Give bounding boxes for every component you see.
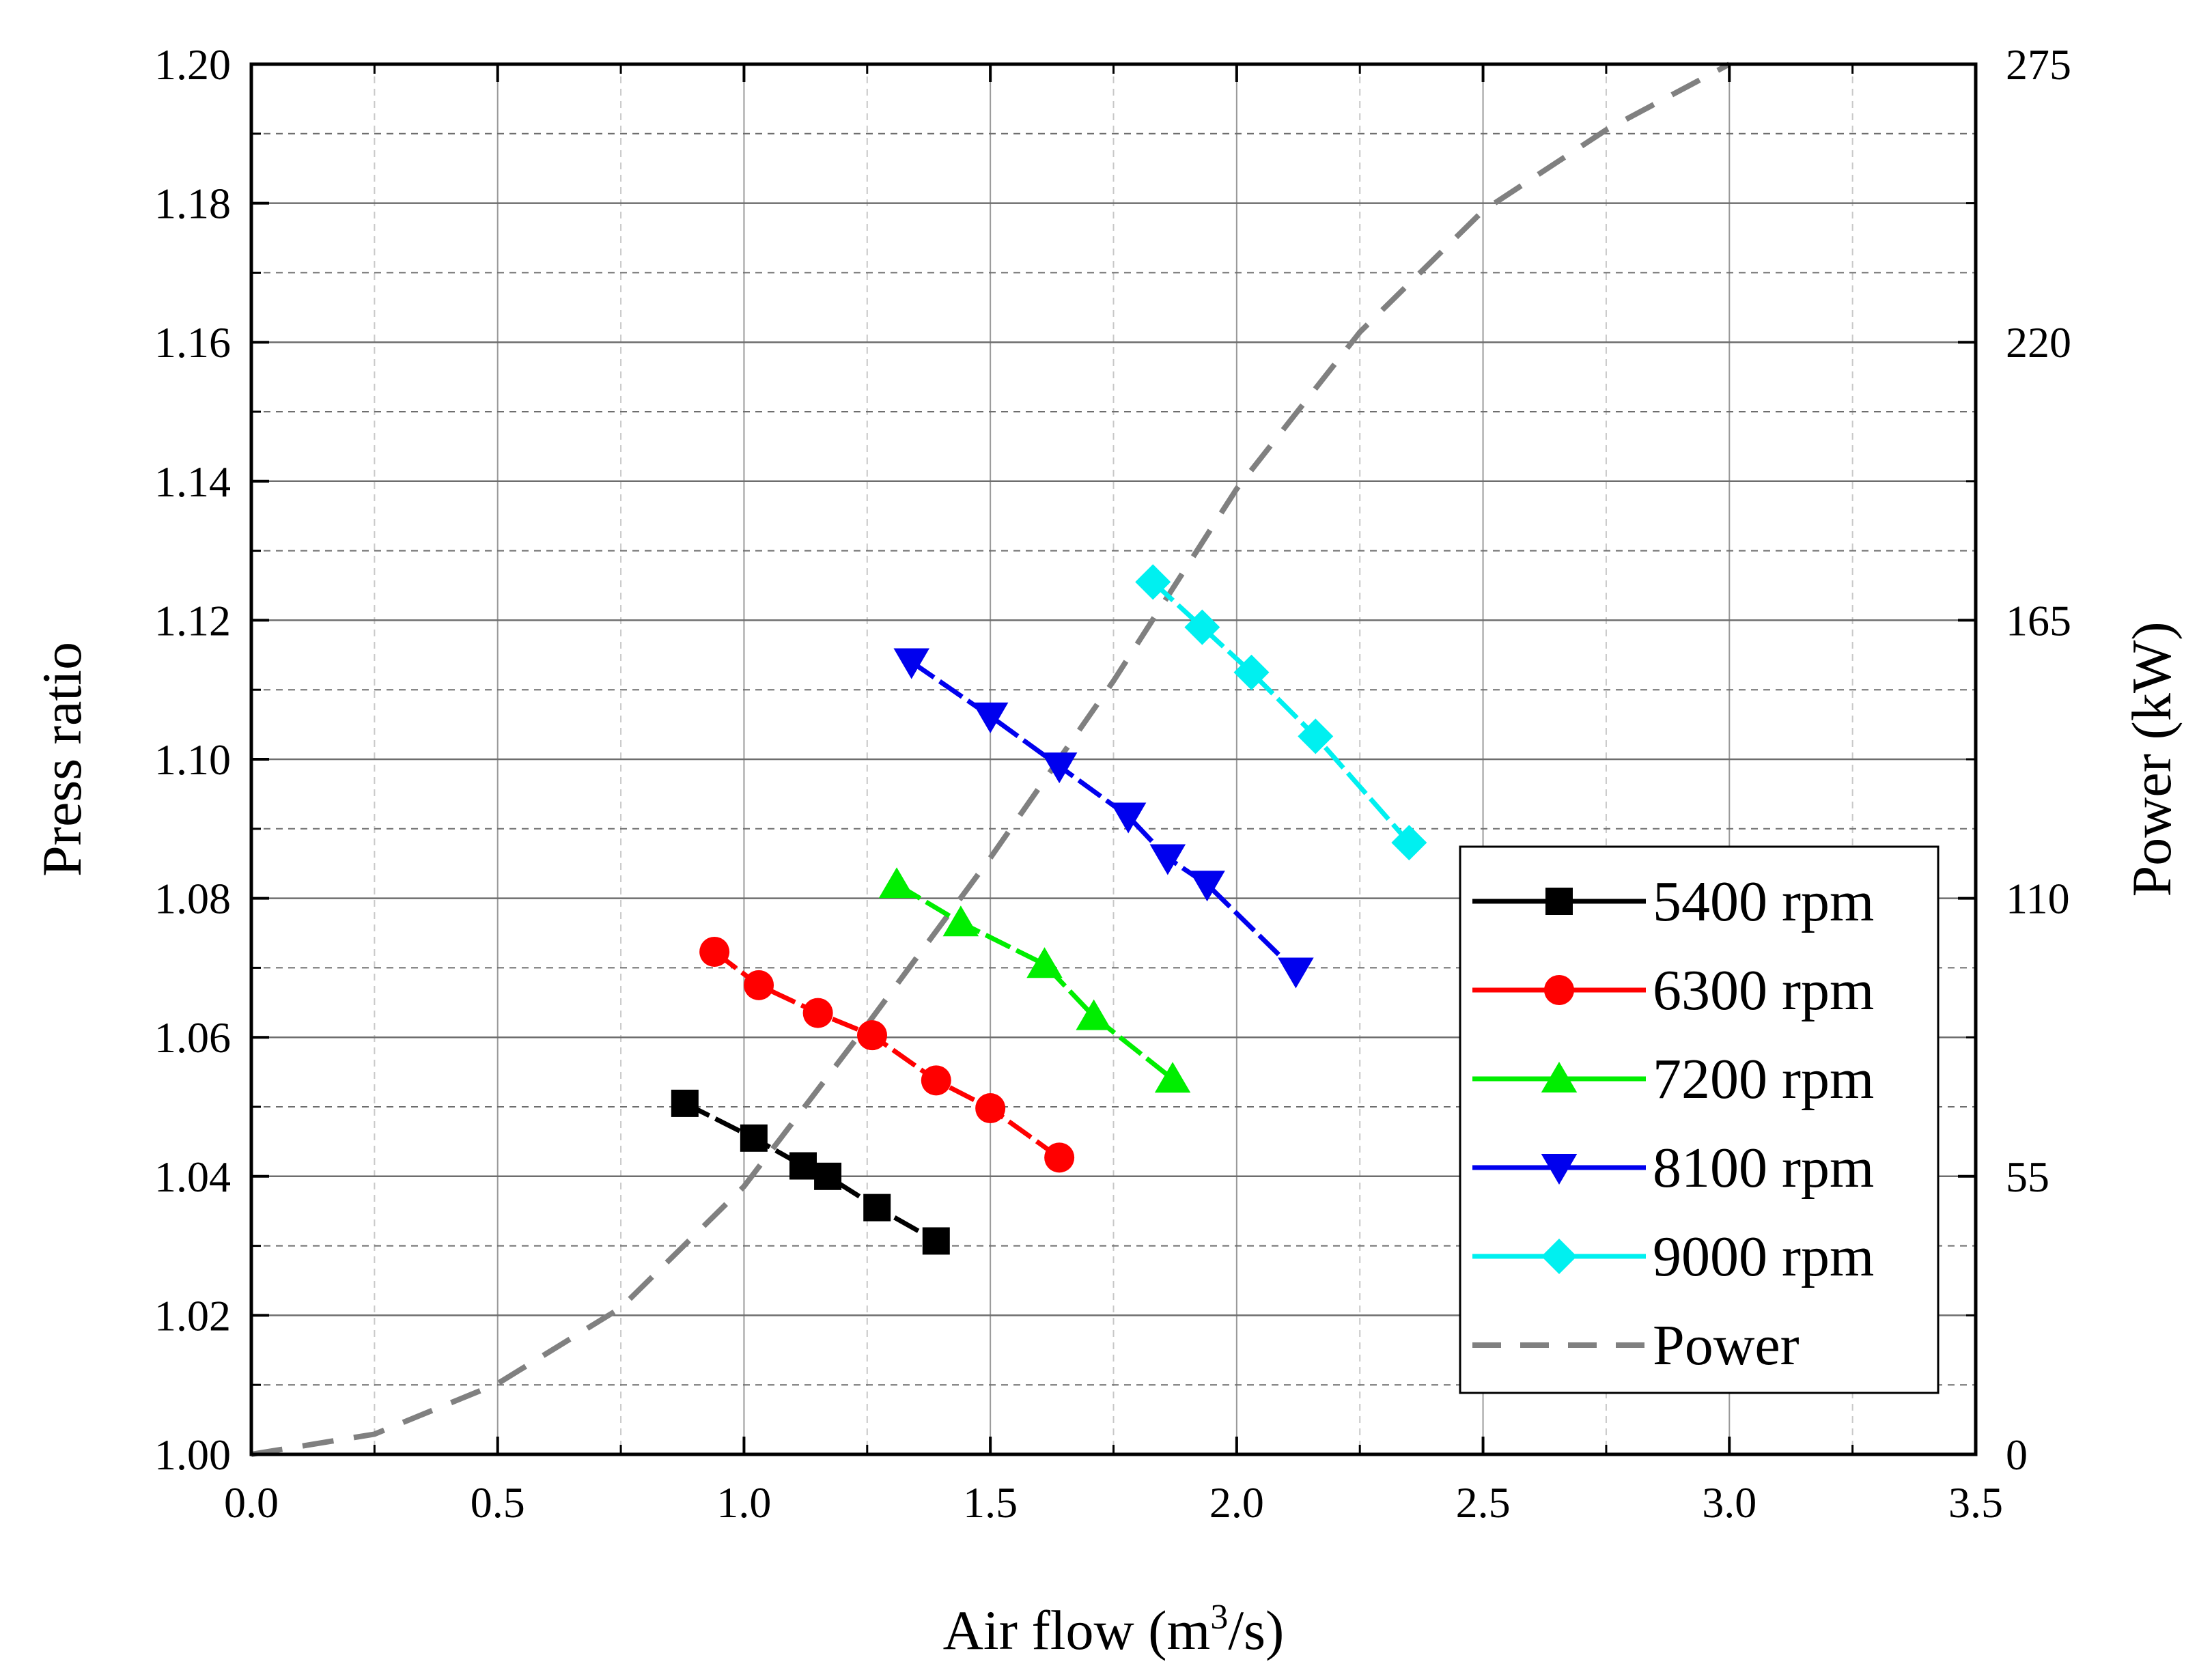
- series-7200-rpm: [878, 867, 1191, 1093]
- y2-tick-label: 0: [2006, 1430, 2028, 1479]
- legend-marker: [1541, 1239, 1577, 1274]
- legend-item-8100-rpm: 8100 rpm: [1472, 1136, 1874, 1200]
- legend-item-9000-rpm: 9000 rpm: [1472, 1225, 1874, 1288]
- data-point-5400-rpm: [740, 1124, 768, 1152]
- series-line-power: [251, 61, 1731, 1457]
- x-tick-label: 1.5: [963, 1478, 1018, 1527]
- data-point-9000-rpm: [1391, 825, 1427, 861]
- data-point-5400-rpm: [863, 1194, 891, 1222]
- power-curve-layer: [251, 61, 1731, 1457]
- y2-tick-label: 275: [2006, 40, 2071, 89]
- data-point-5400-rpm: [789, 1152, 817, 1180]
- data-point-9000-rpm: [1135, 564, 1171, 600]
- data-point-8100-rpm: [1041, 752, 1078, 784]
- series-5400-rpm: [671, 1089, 950, 1255]
- legend-label: 7200 rpm: [1653, 1047, 1874, 1111]
- data-point-7200-rpm: [878, 867, 915, 899]
- data-point-6300-rpm: [1044, 1142, 1075, 1173]
- y-tick-label: 1.06: [154, 1013, 231, 1062]
- data-point-6300-rpm: [857, 1020, 887, 1051]
- data-point-8100-rpm: [972, 702, 1009, 733]
- legend-label: Power: [1653, 1314, 1800, 1377]
- legend-box: [1459, 845, 1940, 1394]
- legend-marker: [1541, 1154, 1578, 1185]
- series-6300-rpm: [699, 936, 1075, 1173]
- data-point-5400-rpm: [814, 1162, 842, 1190]
- y-tick-label: 1.10: [154, 735, 231, 784]
- legend-item-5400-rpm: 5400 rpm: [1472, 870, 1874, 933]
- x-tick-label: 1.0: [716, 1478, 771, 1527]
- y-tick-label: 1.12: [154, 596, 231, 645]
- series-power: [251, 61, 1731, 1457]
- legend-marker: [1544, 975, 1574, 1005]
- data-point-5400-rpm: [922, 1227, 950, 1255]
- legend-item-7200-rpm: 7200 rpm: [1472, 1047, 1874, 1111]
- series-8100-rpm: [893, 648, 1314, 989]
- y2-tick-label: 110: [2006, 875, 2070, 923]
- legend-marker: [1541, 1062, 1578, 1092]
- legend-label: 8100 rpm: [1653, 1136, 1874, 1200]
- legend-marker: [1545, 888, 1573, 915]
- data-point-6300-rpm: [802, 998, 833, 1028]
- legend: 5400 rpm 6300 rpm 7200 rpm 8100 rpm 9000 rpm…: [1459, 845, 1940, 1394]
- y-axis-title: Press ratio: [31, 642, 93, 877]
- y2-tick-label: 55: [2006, 1153, 2049, 1201]
- x-axis-title: Air flow (m3/s): [943, 1598, 1285, 1661]
- data-point-9000-rpm: [1233, 654, 1270, 690]
- series-9000-rpm: [1135, 564, 1427, 861]
- data-point-8100-rpm: [893, 648, 929, 679]
- data-point-6300-rpm: [699, 936, 730, 967]
- x-tick-label: 3.0: [1702, 1478, 1756, 1527]
- data-point-7200-rpm: [1076, 999, 1112, 1030]
- series-line-7200-rpm: [895, 882, 1175, 1082]
- data-point-5400-rpm: [671, 1089, 699, 1117]
- data-point-8100-rpm: [1149, 844, 1186, 875]
- y-tick-label: 1.00: [154, 1430, 231, 1479]
- data-point-9000-rpm: [1298, 718, 1334, 754]
- y-tick-label: 1.04: [154, 1153, 231, 1201]
- legend-label: 6300 rpm: [1653, 959, 1874, 1022]
- data-point-6300-rpm: [744, 970, 774, 1000]
- y-tick-label: 1.20: [154, 40, 231, 89]
- data-point-8100-rpm: [1110, 802, 1147, 834]
- y-tick-label: 1.02: [154, 1291, 231, 1340]
- y-tick-label: 1.16: [154, 318, 231, 367]
- y-tick-label: 1.18: [154, 180, 231, 228]
- y2-tick-label: 220: [2006, 318, 2071, 367]
- axis-ticks: 0.0 0.5 1.0 1.5 2.0 2.5 3.0 3.5 1.00 1.02 1.04 1.06…: [154, 40, 2071, 1527]
- data-point-9000-rpm: [1184, 609, 1220, 645]
- y2-axis-title: Power (kW): [2120, 621, 2183, 897]
- legend-label: 5400 rpm: [1653, 870, 1874, 933]
- series-line-9000-rpm: [1151, 580, 1411, 845]
- data-point-7200-rpm: [942, 905, 979, 937]
- y-tick-label: 1.08: [154, 875, 231, 923]
- y2-tick-label: 165: [2006, 596, 2071, 645]
- x-tick-label: 0.0: [224, 1478, 279, 1527]
- data-point-7200-rpm: [1026, 947, 1063, 978]
- data-point-7200-rpm: [1154, 1062, 1191, 1093]
- legend-item-6300-rpm: 6300 rpm: [1472, 959, 1874, 1022]
- legend-item-power: Power: [1472, 1314, 1800, 1377]
- x-tick-label: 2.0: [1209, 1478, 1264, 1527]
- x-tick-label: 3.5: [1948, 1478, 2003, 1527]
- legend-label: 9000 rpm: [1653, 1225, 1874, 1288]
- x-tick-label: 0.5: [471, 1478, 525, 1527]
- data-point-6300-rpm: [921, 1065, 951, 1096]
- data-point-8100-rpm: [1189, 871, 1225, 902]
- data-point-8100-rpm: [1278, 957, 1314, 989]
- data-point-6300-rpm: [975, 1093, 1006, 1124]
- y-tick-label: 1.14: [154, 457, 231, 506]
- series-layer: [671, 564, 1427, 1255]
- x-tick-label: 2.5: [1456, 1478, 1511, 1527]
